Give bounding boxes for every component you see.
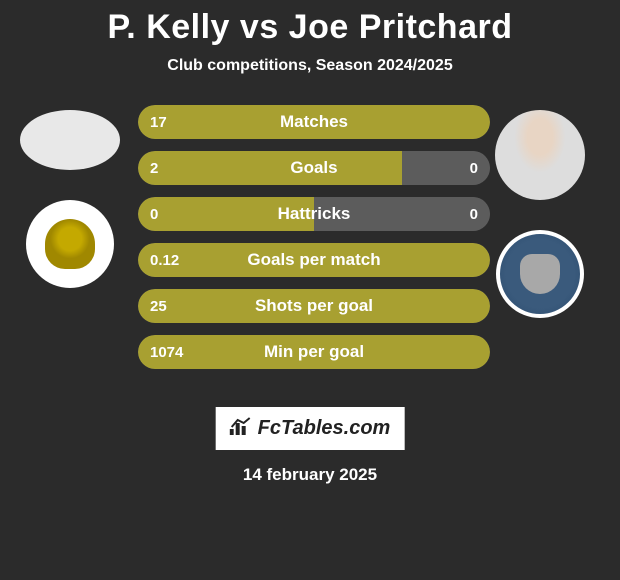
stat-row: 25Shots per goal: [138, 289, 490, 323]
stat-row: 0.12Goals per match: [138, 243, 490, 277]
stat-label: Min per goal: [138, 335, 490, 369]
stat-label: Shots per goal: [138, 289, 490, 323]
stat-row: 0Hattricks0: [138, 197, 490, 231]
stats-list: 17Matches2Goals00Hattricks00.12Goals per…: [138, 105, 490, 369]
stat-row: 17Matches: [138, 105, 490, 139]
stat-row: 1074Min per goal: [138, 335, 490, 369]
right-player-column: [480, 110, 600, 318]
date-label: 14 february 2025: [0, 465, 620, 485]
subtitle: Club competitions, Season 2024/2025: [0, 57, 620, 75]
club-badge-left: [26, 200, 114, 288]
chart-icon: [230, 417, 252, 440]
club-badge-right: [496, 230, 584, 318]
stat-label: Hattricks: [138, 197, 490, 231]
player-headshot-left: [20, 110, 120, 170]
club-badge-left-icon: [45, 219, 95, 269]
stat-value-right: 0: [470, 197, 478, 231]
stat-value-right: 0: [470, 151, 478, 185]
stat-label: Matches: [138, 105, 490, 139]
player-headshot-right: [495, 110, 585, 200]
club-badge-right-icon: [520, 254, 560, 294]
watermark-text: FcTables.com: [258, 417, 391, 440]
page-title: P. Kelly vs Joe Pritchard: [0, 0, 620, 47]
watermark: FcTables.com: [216, 407, 405, 450]
infographic-container: P. Kelly vs Joe Pritchard Club competiti…: [0, 0, 620, 580]
left-player-column: [10, 110, 130, 288]
stat-row: 2Goals0: [138, 151, 490, 185]
stat-label: Goals per match: [138, 243, 490, 277]
stat-label: Goals: [138, 151, 490, 185]
